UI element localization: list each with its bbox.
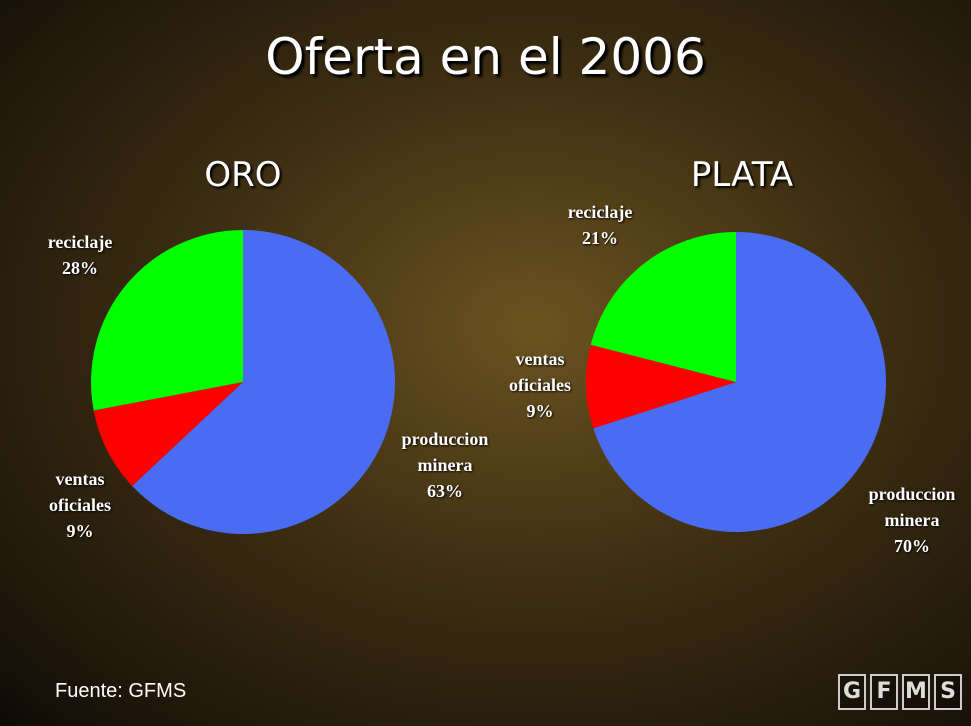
logo: G F M S [838,674,962,710]
slice-category: ventas oficiales [25,466,135,518]
source: Fuente: GFMS [55,680,186,703]
slice-category: reciclaje [25,229,135,255]
pie-title: PLATA [592,155,892,195]
slice-value: 28% [20,255,140,281]
slice-category: reciclaje [545,199,655,225]
pie-title: ORO [93,155,393,195]
slice-category: ventas oficiales [485,346,595,398]
slice-category: produccion minera [857,481,967,533]
logo-letter: F [870,674,898,710]
logo-letter: M [902,674,930,710]
slice-value: 21% [540,225,660,251]
slice-value: 70% [852,533,971,559]
slice-value: 9% [20,518,140,544]
logo-letter: S [934,674,962,710]
slide: Oferta en el 2006 Fuente: GFMS G F M S O… [0,0,971,726]
slice-value: 9% [480,398,600,424]
slice-category: produccion minera [390,426,500,478]
slide-title: Oferta en el 2006 [0,28,971,86]
slice-value: 63% [385,478,505,504]
logo-letter: G [838,674,866,710]
